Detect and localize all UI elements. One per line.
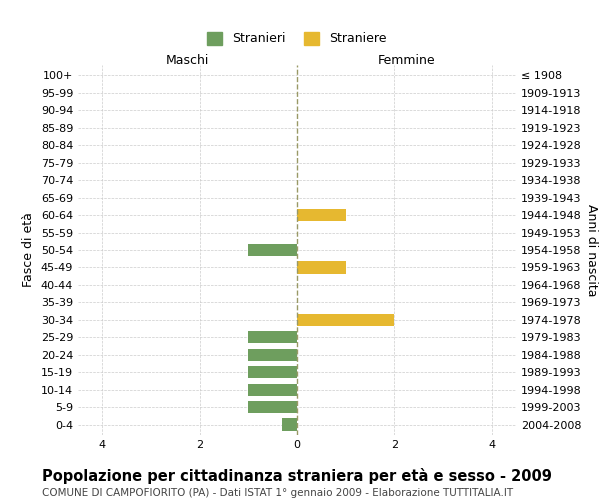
Y-axis label: Fasce di età: Fasce di età — [22, 212, 35, 288]
Bar — [248, 348, 297, 361]
Bar — [297, 314, 394, 326]
Bar — [248, 244, 297, 256]
Legend: Stranieri, Straniere: Stranieri, Straniere — [202, 27, 392, 50]
Text: Maschi: Maschi — [166, 54, 209, 66]
Bar — [248, 384, 297, 396]
Bar — [297, 262, 346, 274]
Bar — [248, 331, 297, 344]
Text: Popolazione per cittadinanza straniera per età e sesso - 2009: Popolazione per cittadinanza straniera p… — [42, 468, 552, 483]
Text: Femmine: Femmine — [377, 54, 436, 66]
Bar — [283, 418, 297, 430]
Bar — [297, 209, 346, 221]
Y-axis label: Anni di nascita: Anni di nascita — [585, 204, 598, 296]
Bar — [248, 401, 297, 413]
Bar — [248, 366, 297, 378]
Text: COMUNE DI CAMPOFIORITO (PA) - Dati ISTAT 1° gennaio 2009 - Elaborazione TUTTITAL: COMUNE DI CAMPOFIORITO (PA) - Dati ISTAT… — [42, 488, 513, 498]
